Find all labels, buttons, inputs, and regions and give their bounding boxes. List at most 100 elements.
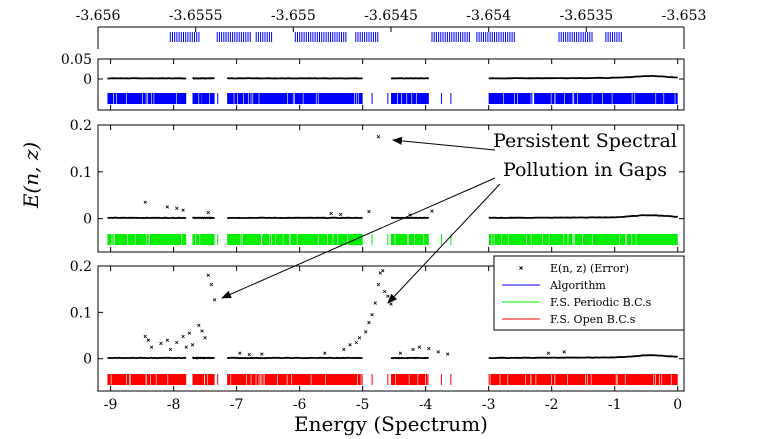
periodic-bc-error-panel: 0 0.1 0.2 <box>70 118 685 253</box>
error-point <box>357 336 362 340</box>
error-point <box>398 351 403 355</box>
error-point <box>364 330 368 334</box>
legend-marker <box>519 266 523 270</box>
error-point <box>200 329 204 333</box>
annotation-arrow-right <box>387 183 501 304</box>
error-point <box>376 282 381 287</box>
error-point <box>378 271 382 275</box>
y-tick-label: 0.1 <box>70 165 92 181</box>
error-point <box>446 352 450 356</box>
top-tick-label: -3.656 <box>76 8 121 24</box>
spectrum-band <box>391 374 429 385</box>
error-point <box>209 282 214 287</box>
error-point <box>386 294 390 298</box>
annotation-arrow-left <box>221 177 496 299</box>
legend: E(n, z) (Error) Algorithm F.S. Periodic B.… <box>493 255 685 331</box>
error-point <box>159 341 163 346</box>
error-point <box>367 209 371 214</box>
algorithm-error-panel: 00.05 <box>61 52 685 111</box>
x-tick-label: -1 <box>608 397 622 413</box>
error-point <box>329 211 333 216</box>
spectrum-band <box>192 93 215 104</box>
error-curve <box>488 74 678 80</box>
error-point <box>146 338 151 342</box>
error-point <box>383 289 387 294</box>
y-tick-label: 0 <box>83 212 92 228</box>
top-tick-label: -3.653 <box>662 8 707 24</box>
error-point <box>181 208 185 212</box>
top-tick-label: -3.6535 <box>559 8 613 24</box>
error-point <box>370 312 374 317</box>
error-point <box>354 340 359 345</box>
top-tick-label: -3.6545 <box>364 8 418 24</box>
x-tick-label: -3 <box>482 397 496 413</box>
error-point <box>546 351 551 355</box>
error-point <box>184 345 188 349</box>
error-point <box>338 212 343 217</box>
error-point <box>427 346 431 351</box>
error-point <box>212 298 217 302</box>
error-curve <box>488 214 678 219</box>
error-point <box>373 301 377 305</box>
top-tick-label: -3.654 <box>466 8 511 24</box>
x-tick-label: -7 <box>230 397 244 413</box>
error-curve <box>488 354 678 360</box>
error-point <box>143 334 147 339</box>
spectrum-band <box>227 374 363 385</box>
legend-label: F.S. Open B.C.s <box>550 313 636 326</box>
error-point <box>187 331 192 335</box>
error-point <box>203 336 207 340</box>
top-tick-label: -3.6555 <box>169 8 223 24</box>
spectrum-band <box>391 234 429 245</box>
legend-label: Algorithm <box>549 279 606 292</box>
error-point <box>381 268 385 273</box>
x-tick-label: -8 <box>167 397 181 413</box>
y-tick-label: 0.2 <box>70 118 92 134</box>
panel-frame <box>97 124 685 253</box>
top-tick-label: -3.655 <box>271 8 316 24</box>
error-point <box>206 210 210 215</box>
error-point <box>323 351 327 355</box>
error-point <box>149 345 154 349</box>
error-point <box>411 347 415 352</box>
error-point <box>348 343 352 347</box>
error-point <box>389 302 393 306</box>
spectrum-band <box>107 93 187 104</box>
spectrum-band <box>488 234 678 245</box>
error-point <box>342 347 346 352</box>
y-tick-label: 0 <box>83 72 92 88</box>
y-axis-label: E(n, z) <box>19 142 43 209</box>
annotation-line-2: Pollution in Gaps <box>503 159 667 181</box>
error-point <box>143 200 147 204</box>
error-point <box>165 338 169 342</box>
y-tick-label: 0.2 <box>70 259 92 275</box>
top-zoom-axis: -3.656 -3.6555 -3.655 -3.6545 -3.654 -3.6535 -… <box>76 8 707 49</box>
error-point <box>238 351 242 355</box>
error-point <box>175 206 179 211</box>
spectrum-band <box>107 374 187 385</box>
error-point <box>562 350 566 354</box>
spectrum-band <box>391 93 429 104</box>
error-point <box>260 352 264 356</box>
legend-box <box>493 255 685 331</box>
annotation: Persistent Spectral Pollution in Gaps <box>221 130 677 304</box>
error-point <box>181 334 185 339</box>
legend-label: E(n, z) (Error) <box>550 262 629 275</box>
error-point <box>190 343 195 347</box>
spectrum-band <box>488 93 678 104</box>
error-point <box>168 347 173 352</box>
x-tick-label: -6 <box>293 397 307 413</box>
spectrum-band <box>227 234 363 245</box>
error-point <box>175 340 179 345</box>
spectrum-band <box>192 234 215 245</box>
annotation-arrow-top <box>392 136 496 151</box>
error-point <box>376 135 381 139</box>
error-point <box>417 345 422 349</box>
x-tick-label: -4 <box>419 397 433 413</box>
panel-frame <box>97 58 685 111</box>
energy-x-axis: -9 -8 -7 -6 -5 -4 -3 -2 -1 0 <box>104 397 682 413</box>
x-tick-label: -2 <box>545 397 559 413</box>
error-point <box>436 350 440 354</box>
error-point <box>247 352 251 357</box>
